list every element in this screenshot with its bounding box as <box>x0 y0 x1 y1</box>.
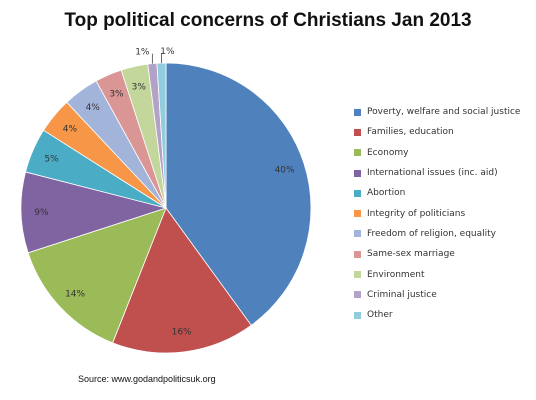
legend-swatch <box>354 189 361 197</box>
pie-slice-label: 4% <box>63 125 78 135</box>
legend-swatch <box>354 230 361 238</box>
legend-swatch <box>354 311 361 319</box>
legend-label: Criminal justice <box>367 289 437 300</box>
legend-swatch <box>354 250 361 258</box>
legend-label: Families, education <box>367 127 454 138</box>
legend-label: Economy <box>367 147 409 158</box>
pie-slice-label: 14% <box>65 289 85 299</box>
legend-item: Abortion <box>354 183 534 203</box>
legend-label: Poverty, welfare and social justice <box>367 107 521 118</box>
pie-slice-label: 1% <box>160 47 175 57</box>
legend-swatch <box>354 271 361 279</box>
pie-slice-labels: 40% 16% 14% 9% 5% 4% 4% 3% 3% 1% 1% <box>34 47 295 338</box>
legend-label: Environment <box>367 269 425 280</box>
pie-slice-label: 1% <box>135 48 150 58</box>
pie-slice-label: 4% <box>86 103 101 113</box>
chart-title: Top political concerns of Christians Jan… <box>64 10 472 31</box>
legend-swatch <box>354 210 361 218</box>
pie-slice-label: 3% <box>109 90 124 100</box>
pie-slice-label: 3% <box>132 82 147 92</box>
pie-slice-label: 16% <box>172 328 192 338</box>
legend-swatch <box>354 108 361 116</box>
legend-item: Environment <box>354 264 534 284</box>
legend-swatch <box>354 128 361 136</box>
pie-slice-label: 5% <box>44 154 59 164</box>
pie-slice-poverty-welfare-and-social-justice <box>165 62 312 326</box>
legend-label: Other <box>367 310 393 321</box>
legend-label: Abortion <box>367 188 406 199</box>
legend-item: Poverty, welfare and social justice <box>354 102 534 122</box>
legend-item: Economy <box>354 143 534 163</box>
legend-item: Families, education <box>354 122 534 142</box>
legend-item: Other <box>354 305 534 325</box>
legend-item: Same-sex marriage <box>354 244 534 264</box>
pie-slice-families-education <box>112 207 252 354</box>
legend-item: Freedom of religion, equality <box>354 224 534 244</box>
legend-swatch <box>354 291 361 299</box>
legend-item: International issues (inc. aid) <box>354 163 534 183</box>
chart-source: Source: www.godandpoliticsuk.org <box>78 374 216 384</box>
legend-item: Criminal justice <box>354 285 534 305</box>
pie-slice-label: 40% <box>275 165 295 175</box>
legend-label: Freedom of religion, equality <box>367 228 496 239</box>
pie-slices <box>20 62 312 354</box>
pie-slice-international-issues-inc-aid <box>20 171 168 254</box>
pie-slice-label: 9% <box>34 208 49 218</box>
legend-label: Same-sex marriage <box>367 249 455 260</box>
chart-legend: Poverty, welfare and social justice Famil… <box>354 102 534 325</box>
legend-swatch <box>354 169 361 177</box>
legend-item: Integrity of politicians <box>354 203 534 223</box>
legend-label: Integrity of politicians <box>367 208 466 219</box>
legend-swatch <box>354 149 361 157</box>
legend-label: International issues (inc. aid) <box>367 168 498 179</box>
